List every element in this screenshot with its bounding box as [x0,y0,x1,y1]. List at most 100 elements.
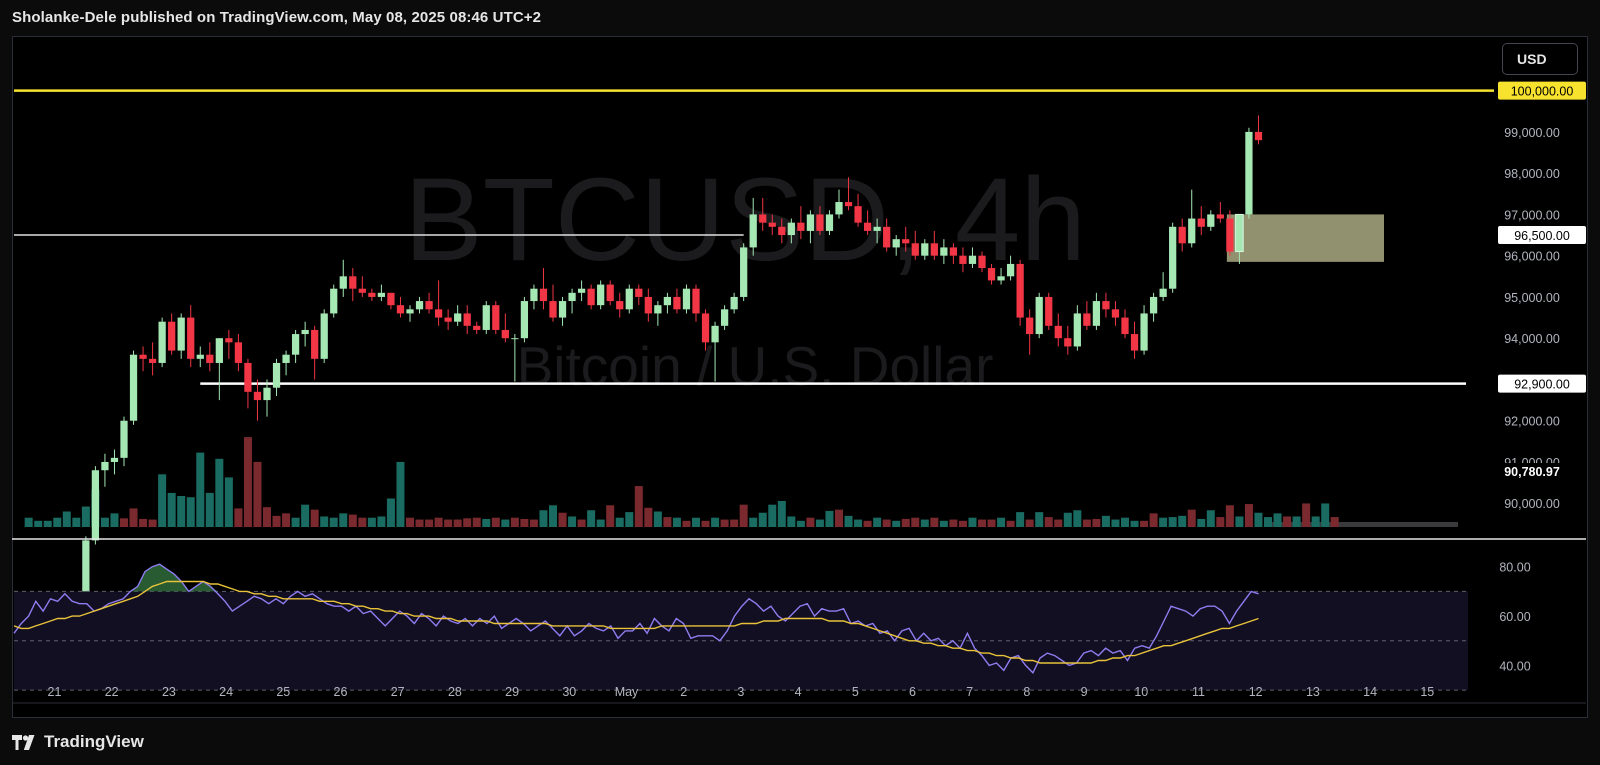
rsi-ma-line [13,580,1259,664]
candle-body [425,301,433,310]
candle-body [492,305,500,330]
volume-bar [997,517,1006,527]
volume-bar [358,517,367,527]
candle-body [863,222,872,231]
volume-bar [434,517,443,527]
volume-bar [939,520,948,527]
candle-body [434,309,443,318]
candle-body [635,288,643,297]
candle-body [1178,226,1186,244]
currency-button[interactable]: USD [1502,43,1578,75]
volume-bar [520,518,529,527]
candle-body [358,288,366,293]
candle-body [110,457,119,462]
footer-brand[interactable]: TradingView [12,730,144,754]
volume-bar [568,516,577,527]
time-tick-label: 2 [680,685,687,699]
candle-body [1073,313,1081,347]
volume-bar [796,520,805,527]
candle-body [1216,214,1224,219]
volume-bar [1178,515,1187,527]
candle-body [120,420,128,458]
volume-bar [158,474,167,527]
rsi-pane: 80.00 60.00 40.00 [12,538,1586,691]
volume-bar [405,517,415,527]
time-axis: 21 22 23 24 25 26 27 28 29 30 May 2 3 4 5 6 7 8 9 10 11 12 13 1… [12,685,1586,704]
candle-body [597,284,605,306]
candle-body [1149,296,1158,314]
candle-body [349,276,357,289]
volume-bar [53,517,62,527]
candle-body [368,292,376,297]
rsi-tick-label: 40.00 [1499,659,1530,673]
candle-body [902,239,910,244]
volume-bar [558,512,567,527]
volume-bar [548,505,558,527]
volume-bar [43,520,52,527]
time-tick-label: 30 [562,685,576,699]
candle-body [987,268,996,281]
volume-bar [720,519,729,527]
candle-body [692,288,700,314]
candle-body [873,226,881,231]
candle-body [921,243,929,256]
volume-bar [663,517,672,527]
candle-body [577,288,586,293]
volume-bar [1016,512,1025,527]
volume-bar [1302,503,1311,527]
volume-bar [920,519,929,527]
candle-body [1188,218,1196,244]
candle-body [444,317,452,322]
volume-bar [749,517,758,527]
time-tick-label: 13 [1306,685,1320,699]
volume-bar [205,492,214,527]
volume-bar [815,519,824,527]
candle-body [377,292,386,297]
volume-bar [167,492,176,527]
volume-bar [501,519,510,527]
candle-body [415,301,424,310]
candle-body [1235,214,1244,252]
candle-body [778,226,786,236]
volume-bar [901,518,910,527]
volume-bar [577,519,586,527]
candle-body [1026,317,1034,335]
candle-body [91,470,100,541]
candle-body [148,358,157,363]
candle-body [644,296,652,314]
candle-body [530,288,538,302]
volume-bar [625,512,634,527]
candle-layer [25,115,1263,644]
volume-bar [129,508,138,527]
time-tick-label: 4 [795,685,802,699]
volume-bar [1044,517,1053,527]
candle-body [673,296,681,310]
time-tick-label: 3 [737,685,744,699]
volume-bar [892,520,901,527]
volume-bar [1159,517,1168,527]
volume-bar [1254,512,1263,527]
volume-bar [310,509,319,527]
zone-layer [1226,214,1384,262]
volume-bar [1063,512,1072,527]
candle-body [558,301,567,318]
time-tick-label: 22 [105,685,119,699]
candle-body [835,202,843,215]
candle-body [1130,334,1139,351]
candle-body [663,296,672,306]
volume-bar [377,516,386,527]
volume-bar [34,520,43,527]
price-tick-label: 90,000.00 [1504,497,1560,511]
candle-body [330,288,338,314]
volume-bar [482,518,491,527]
candle-body [539,288,548,302]
volume-bar [711,517,720,527]
volume-bar [444,519,453,527]
volume-bar [1035,512,1044,527]
volume-baseline [1268,522,1458,527]
volume-bar [1225,505,1234,527]
last-price-bg [1478,463,1564,482]
volume-bar [1006,520,1015,527]
candle-body [1169,226,1177,289]
